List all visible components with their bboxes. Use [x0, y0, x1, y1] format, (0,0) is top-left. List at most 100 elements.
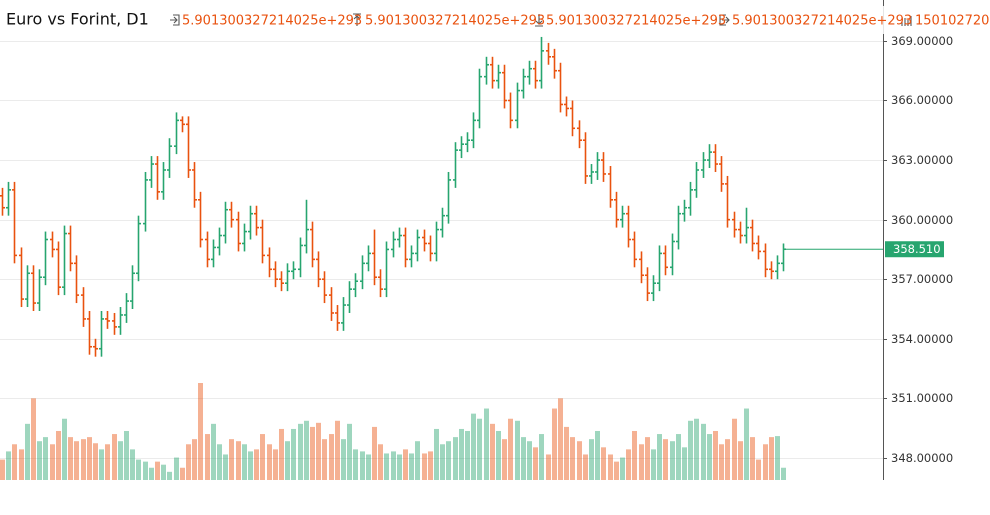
volume-icon	[901, 16, 912, 26]
ohlc-bar	[546, 42, 551, 65]
volume-bar	[223, 454, 228, 480]
volume-bar	[508, 418, 513, 480]
volume-bar	[205, 434, 210, 480]
volume-bar	[273, 449, 278, 480]
ohlc-bar	[12, 181, 17, 264]
ohlc-bar	[155, 156, 160, 200]
ohlc-bar	[552, 48, 557, 79]
price-layer	[0, 36, 883, 357]
volume-bar	[155, 461, 160, 480]
volume-bar	[229, 439, 234, 480]
ohlc-bar	[756, 235, 761, 260]
ohlc-bar	[403, 227, 408, 268]
y-tick-label: 360.00000	[891, 213, 953, 227]
ohlc-bar	[19, 247, 24, 308]
ohlc-bar	[329, 287, 334, 321]
volume-bar	[366, 454, 371, 480]
ohlc-bar	[149, 156, 154, 188]
ohlc-bar	[670, 233, 675, 276]
volume-bar	[260, 434, 265, 480]
volume-layer	[0, 383, 786, 480]
volume-bar	[620, 457, 625, 480]
ohlc-bar	[422, 229, 427, 252]
volume-bar	[496, 430, 501, 480]
volume-bar	[738, 441, 743, 480]
ohlc-bar	[378, 269, 383, 298]
volume-bar	[180, 467, 185, 480]
volume-bar	[372, 426, 377, 480]
ohlc-bar	[62, 225, 67, 296]
ohlc-bar	[254, 205, 259, 236]
ohlc-bar	[174, 112, 179, 155]
close-value: 5.901300327214025e+293	[732, 14, 912, 29]
volume-bar	[632, 430, 637, 480]
volume-bar	[254, 449, 259, 480]
ohlc-bar	[701, 152, 706, 178]
volume-bar	[6, 451, 11, 480]
ohlc-bar	[366, 245, 371, 272]
volume-bar	[298, 423, 303, 480]
volume-bar	[267, 444, 272, 480]
ohlc-bar	[577, 120, 582, 149]
volume-bar	[589, 439, 594, 480]
ohlc-bar	[397, 227, 402, 248]
volume-bar	[391, 451, 396, 480]
volume-bar	[639, 444, 644, 480]
volume-bar	[453, 437, 458, 480]
volume-bar	[719, 444, 724, 480]
volume-bar	[124, 430, 129, 480]
ohlc-bar	[651, 275, 656, 302]
y-tick-label: 366.00000	[891, 93, 953, 107]
ohlc-bar	[310, 221, 315, 268]
ohlc-bar	[639, 251, 644, 284]
ohlc-bar	[490, 56, 495, 89]
volume-bar	[577, 441, 582, 480]
volume-bar	[211, 423, 216, 480]
ohlc-bar	[186, 116, 191, 178]
volume-bar	[558, 398, 563, 480]
ohlc-bar	[484, 56, 489, 85]
ohlc-bar	[620, 205, 625, 228]
volume-bar	[763, 444, 768, 480]
volume-bar	[143, 461, 148, 480]
ohlc-bar	[81, 287, 86, 327]
volume-bar	[322, 439, 327, 480]
volume-bar	[781, 467, 786, 480]
ohlc-bar	[750, 219, 755, 252]
open-value: 5.901300327214025e+293	[182, 14, 362, 29]
volume-bar	[37, 441, 42, 480]
ohlc-bar	[372, 229, 377, 286]
ohlc-bar	[223, 201, 228, 244]
ohlc-bar	[415, 229, 420, 262]
ohlc-bar	[50, 231, 55, 258]
volume-bar	[608, 454, 613, 480]
ohlc-bar	[211, 239, 216, 268]
ohlc-bar	[6, 181, 11, 216]
volume-bar	[105, 444, 110, 480]
y-tick-label: 354.00000	[891, 332, 953, 346]
ohlc-bar	[521, 68, 526, 99]
ohlc-bar	[248, 205, 253, 240]
volume-bar	[50, 444, 55, 480]
volume-bar	[564, 426, 569, 480]
ohlc-bar	[434, 221, 439, 262]
ohlc-bar	[68, 225, 73, 272]
volume-bar	[353, 449, 358, 480]
volume-bar	[384, 453, 389, 480]
volume-bar	[19, 449, 24, 480]
volume-bar	[174, 457, 179, 480]
ohlc-bar	[725, 175, 730, 228]
volume-bar	[701, 423, 706, 480]
volume-bar	[316, 422, 321, 480]
volume-bar	[81, 439, 86, 480]
volume-bar	[750, 437, 755, 480]
volume-bar	[0, 459, 5, 480]
low-value: 5.901300327214025e+293	[546, 14, 726, 29]
volume-bar	[651, 449, 656, 480]
volume-bar	[756, 459, 761, 480]
volume-bar	[477, 418, 482, 480]
header-background	[0, 6, 990, 34]
last-price-box	[885, 241, 944, 258]
ohlc-bar	[322, 271, 327, 304]
